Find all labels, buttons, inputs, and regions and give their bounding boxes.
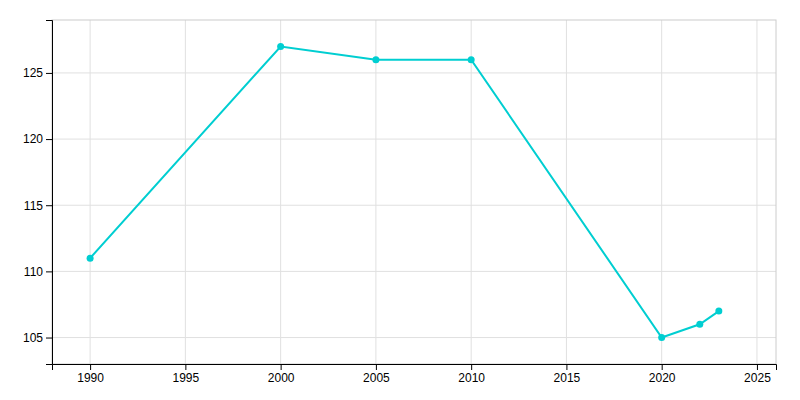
- y-axis-domain: [46, 21, 53, 365]
- grid-line-x: [661, 20, 662, 364]
- point: [696, 321, 703, 328]
- y-axis-tick-mark: [46, 73, 52, 74]
- x-axis-tick: 1990: [77, 364, 104, 385]
- point: [87, 255, 94, 262]
- x-axis-tick-mark: [471, 364, 472, 370]
- x-axis-tick: 1995: [173, 364, 200, 385]
- grid-line-x: [280, 20, 281, 364]
- y-axis-tick: 125: [23, 66, 52, 80]
- x-axis-tick: 2015: [554, 364, 581, 385]
- grid-line-y: [52, 337, 776, 338]
- series: [87, 43, 723, 341]
- y-axis-tick: 120: [23, 132, 52, 146]
- x-axis-tick-mark: [281, 364, 282, 370]
- x-axis-tick-label: 1995: [173, 371, 200, 385]
- x-axis-tick-label: 1990: [77, 371, 104, 385]
- grid-line-x: [471, 20, 472, 364]
- x-axis-tick: 2025: [744, 364, 771, 385]
- point: [658, 334, 665, 341]
- y-axis: 105 110 115 120 125: [23, 21, 53, 365]
- y-axis-tick-label: 125: [23, 66, 43, 80]
- x-axis-tick: 2005: [363, 364, 390, 385]
- x-axis-tick-label: 2020: [649, 371, 676, 385]
- x-axis-tick: 2010: [458, 364, 485, 385]
- x-axis-tick-mark: [566, 364, 567, 370]
- point: [372, 56, 379, 63]
- grid-line-y: [52, 205, 776, 206]
- y-axis-tick-mark: [46, 338, 52, 339]
- x-axis-tick-mark: [376, 364, 377, 370]
- grid-line-x: [185, 20, 186, 364]
- y-axis-tick: 105: [23, 331, 52, 345]
- y-axis-tick-label: 105: [23, 331, 43, 345]
- x-axis-tick-label: 2005: [363, 371, 390, 385]
- grid-line-x: [566, 20, 567, 364]
- y-axis-tick-mark: [46, 139, 52, 140]
- x-axis-tick-label: 2010: [458, 371, 485, 385]
- point: [715, 308, 722, 315]
- y-axis-tick-label: 115: [24, 199, 43, 213]
- chart-svg: 1990 1995 2000 2005 2010 2015 2020 2025 105 110 11…: [0, 0, 800, 400]
- grid-line-x: [756, 20, 757, 364]
- x-axis-tick-mark: [757, 364, 758, 370]
- y-axis-tick-label: 120: [23, 132, 43, 146]
- line: [90, 46, 719, 337]
- grid-line-y: [52, 271, 776, 272]
- grid-line-y: [52, 139, 776, 140]
- x-axis-tick-mark: [185, 364, 186, 370]
- x-axis-tick-label: 2015: [554, 371, 581, 385]
- y-axis-tick-label: 110: [24, 265, 43, 279]
- grid-line-x: [375, 20, 376, 364]
- point: [468, 56, 475, 63]
- x-axis-domain: [53, 365, 777, 371]
- x-axis-tick-label: 2025: [744, 371, 771, 385]
- plot-frame: [52, 20, 776, 364]
- grid: [52, 20, 776, 364]
- x-axis-tick: 2000: [268, 364, 295, 385]
- y-axis-tick: 110: [24, 265, 52, 279]
- plot-area: 1990 1995 2000 2005 2010 2015 2020 2025 105 110 11…: [23, 20, 777, 385]
- y-axis-tick: 115: [24, 199, 52, 213]
- y-axis-tick-mark: [46, 271, 52, 272]
- x-axis-tick-mark: [90, 364, 91, 370]
- x-axis-tick-mark: [662, 364, 663, 370]
- x-axis-tick: 2020: [649, 364, 676, 385]
- grid-line-y: [52, 72, 776, 73]
- x-axis-tick-label: 2000: [268, 371, 295, 385]
- grid-line-x: [90, 20, 91, 364]
- x-axis: 1990 1995 2000 2005 2010 2015 2020 2025: [53, 364, 777, 385]
- point: [277, 43, 284, 50]
- y-axis-tick-mark: [46, 205, 52, 206]
- chart-container: 1990 1995 2000 2005 2010 2015 2020 2025 105 110 11…: [0, 0, 800, 400]
